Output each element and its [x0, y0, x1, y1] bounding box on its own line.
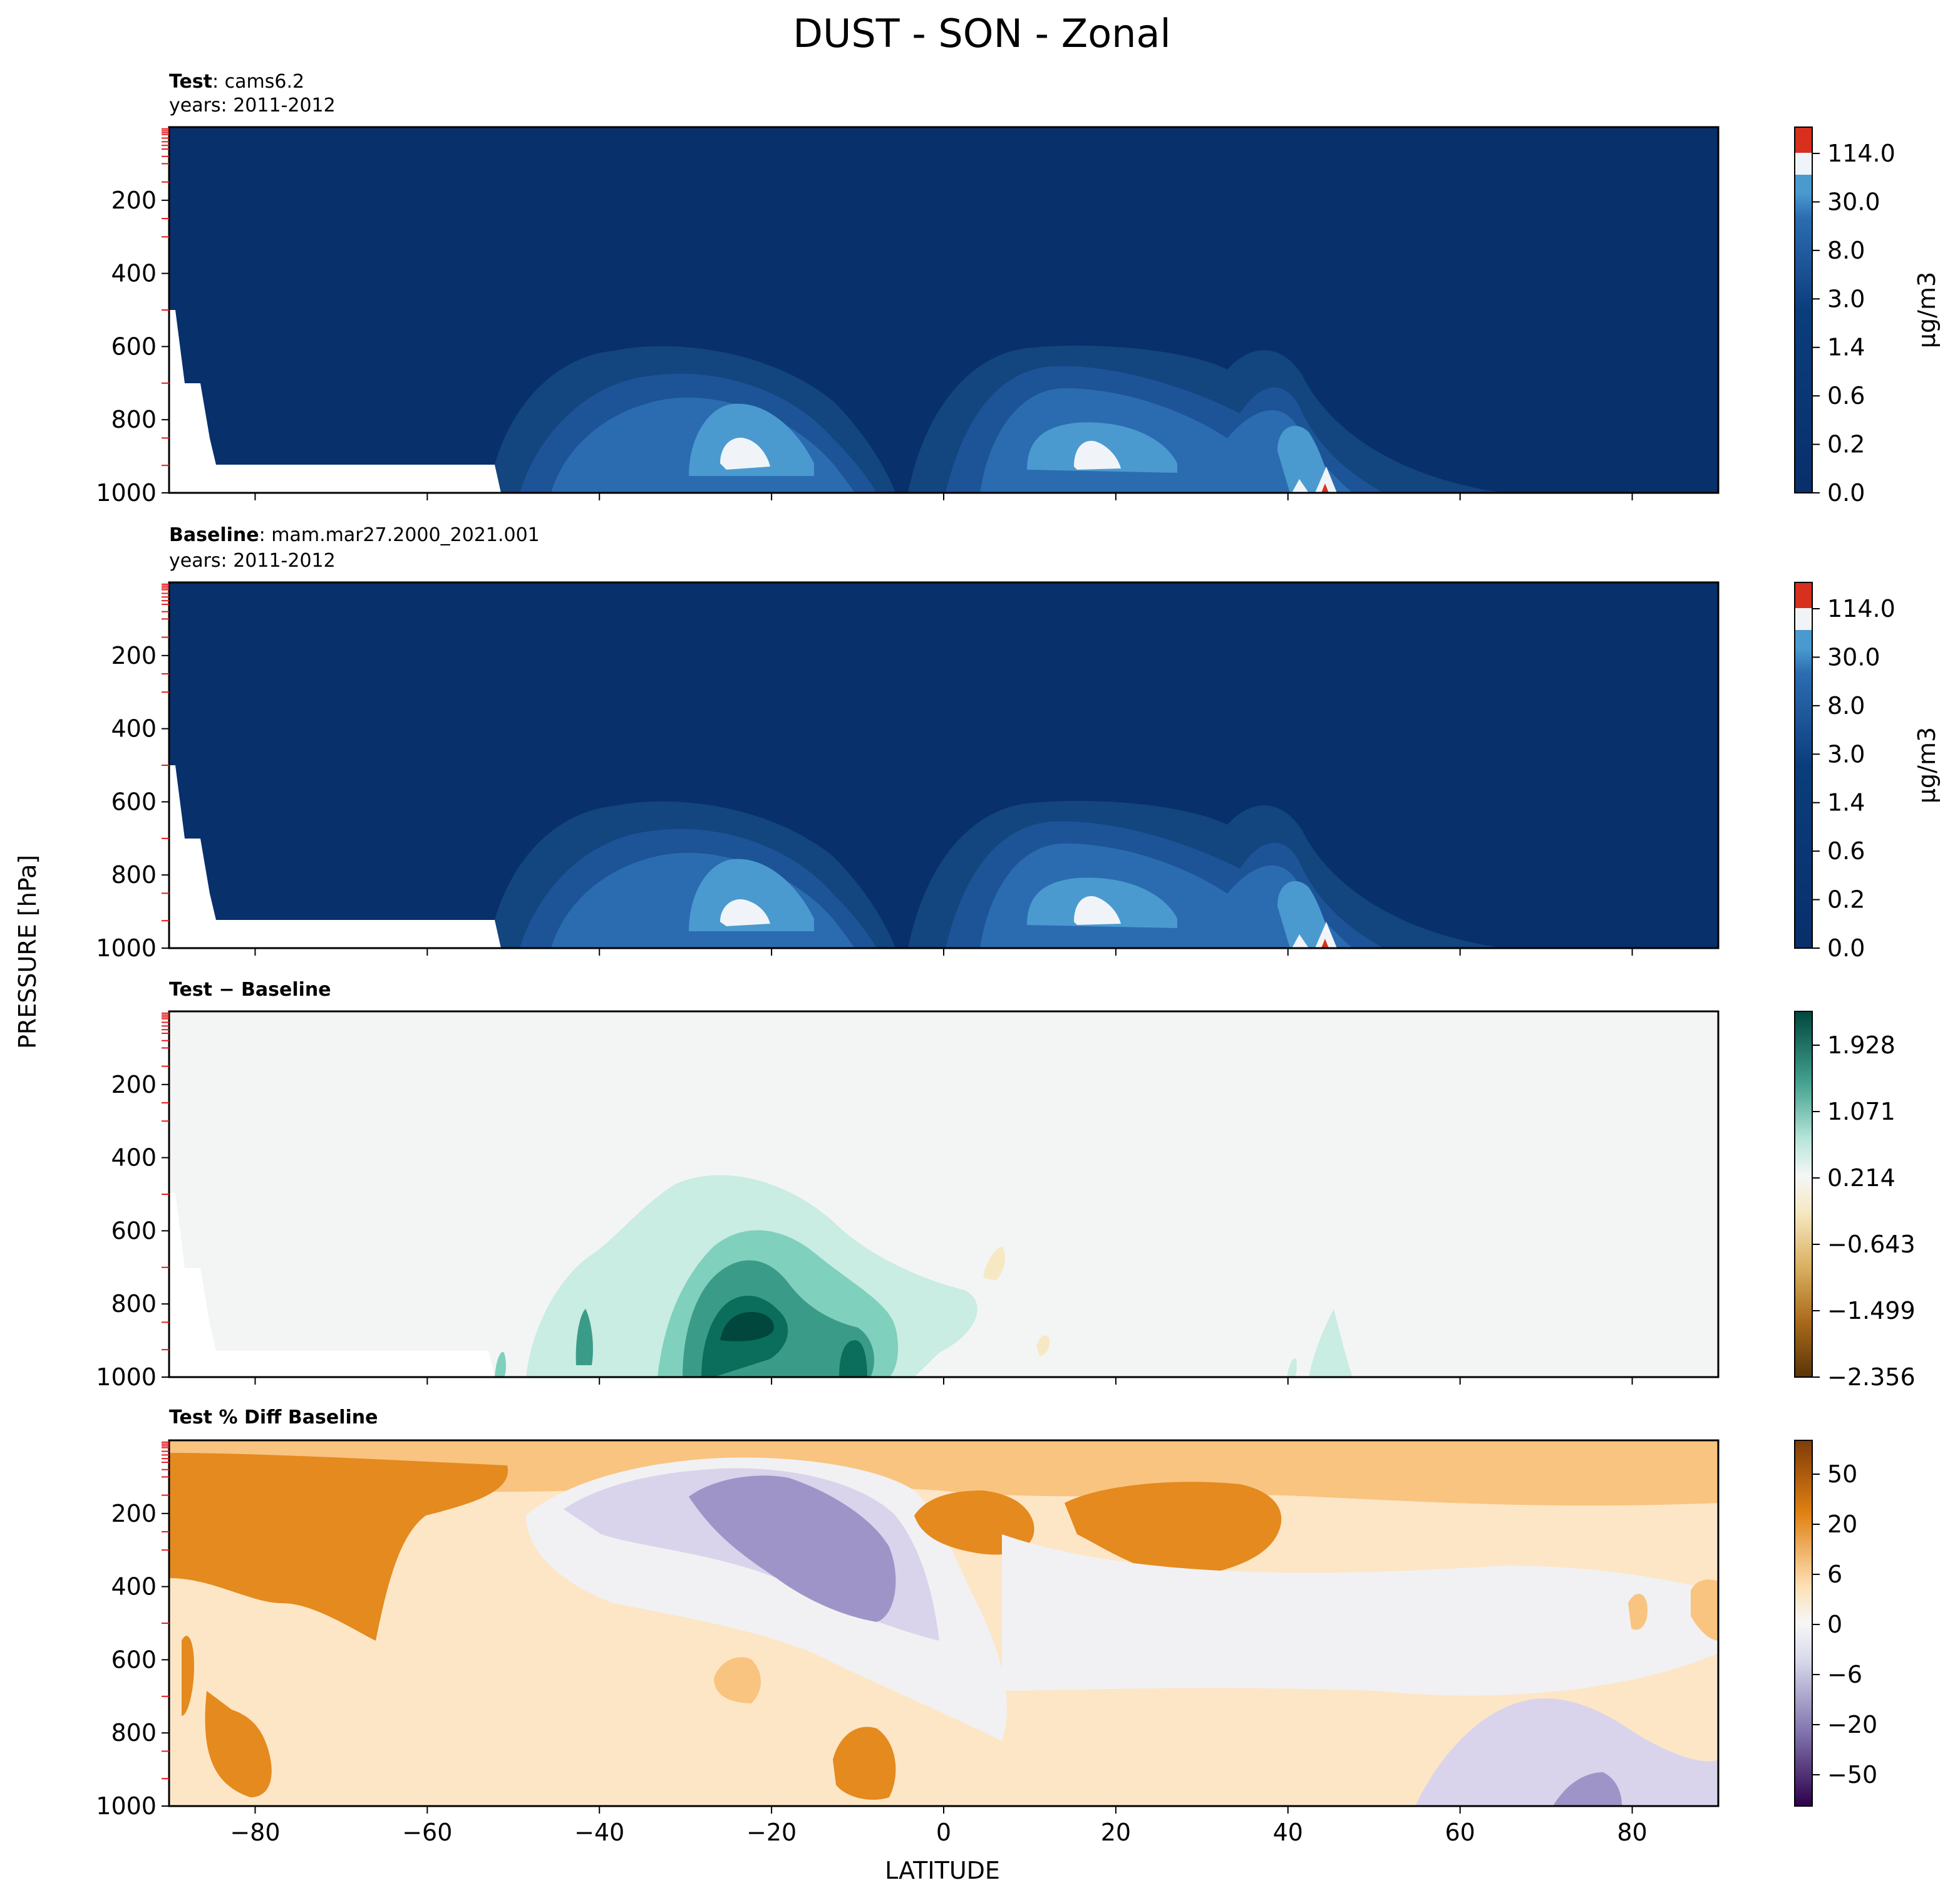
colorbar-tick-label: 0	[1827, 1611, 1842, 1638]
axes-ticks: 2004006008001000114.030.08.03.01.40.60.2…	[96, 128, 1916, 1846]
panel-baseline-field	[169, 582, 1718, 948]
panel-difference: Test − Baseline	[168, 979, 1720, 1378]
colorbar-tick-label: 114.0	[1827, 595, 1896, 622]
colorbar-tick-label: 3.0	[1827, 740, 1865, 768]
x-tick-label: 60	[1445, 1819, 1475, 1846]
colorbar-tick-label: 1.4	[1827, 334, 1865, 361]
colorbar-tick-label: 50	[1827, 1460, 1857, 1488]
y-tick-label: 800	[111, 861, 157, 889]
colorbar-tick-label: −0.643	[1827, 1231, 1916, 1258]
x-tick-label: 20	[1101, 1819, 1131, 1846]
x-tick-label: −60	[402, 1819, 452, 1846]
x-tick-label: −80	[230, 1819, 280, 1846]
y-tick-label: 400	[111, 260, 157, 287]
y-tick-label: 400	[111, 1573, 157, 1601]
colorbar-tick-label: 0.6	[1827, 382, 1865, 410]
panel-baseline-title: Baseline: mam.mar27.2000_2021.001	[169, 524, 540, 546]
colorbar-test-label: μg/m3	[1913, 272, 1941, 348]
y-tick-label: 600	[111, 333, 157, 360]
colorbar-tick-label: 1.071	[1827, 1098, 1896, 1125]
colorbar-tick-label: 0.2	[1827, 431, 1865, 458]
x-tick-label: 80	[1617, 1819, 1647, 1846]
y-tick-label: 200	[111, 1071, 157, 1098]
y-tick-label: 1000	[96, 479, 157, 507]
panel-test-field	[169, 127, 1718, 493]
y-tick-label: 800	[111, 1719, 157, 1747]
panel-baseline-subtitle: years: 2011-2012	[169, 550, 336, 572]
colorbar-tick-label: 114.0	[1827, 140, 1896, 167]
y-tick-label: 600	[111, 1217, 157, 1244]
colorbar-tick-label: 8.0	[1827, 237, 1865, 264]
colorbar-tick-label: 30.0	[1827, 643, 1880, 671]
x-tick-label: −40	[574, 1819, 624, 1846]
colorbar-tick-label: 0.0	[1827, 934, 1865, 962]
y-axis-label: PRESSURE [hPa]	[14, 855, 41, 1049]
y-tick-label: 400	[111, 715, 157, 743]
colorbar-tick-label: −50	[1827, 1761, 1877, 1789]
y-tick-label: 600	[111, 788, 157, 815]
y-tick-label: 1000	[96, 934, 157, 962]
colorbar-tick-label: 3.0	[1827, 285, 1865, 312]
x-tick-label: 40	[1273, 1819, 1303, 1846]
panel-difference-title: Test − Baseline	[169, 979, 331, 1001]
y-tick-label: 800	[111, 1290, 157, 1318]
x-tick-label: −20	[746, 1819, 797, 1846]
x-axis-label: LATITUDE	[885, 1857, 1000, 1884]
colorbar-tick-label: 30.0	[1827, 188, 1880, 215]
y-tick-label: 1000	[96, 1363, 157, 1391]
panel-percent-diff: Test % Diff Baseline	[168, 1407, 1720, 1807]
colorbar-tick-label: 1.4	[1827, 789, 1865, 817]
panel-baseline: Baseline: mam.mar27.2000_2021.001 years:…	[168, 524, 1720, 949]
colorbar-tick-label: 0.2	[1827, 886, 1865, 914]
y-tick-label: 200	[111, 642, 157, 669]
colorbar-percent-diff	[1794, 1440, 1813, 1807]
colorbar-tick-label: 20	[1827, 1510, 1857, 1538]
panel-test-title: Test: cams6.2	[169, 71, 304, 93]
figure-title: DUST - SON - Zonal	[793, 11, 1170, 56]
panel-test: Test: cams6.2 years: 2011-2012	[168, 71, 1720, 494]
colorbar-tick-label: 0.0	[1827, 479, 1865, 507]
y-tick-label: 1000	[96, 1792, 157, 1820]
colorbar-baseline	[1794, 582, 1813, 949]
panel-difference-field	[169, 1011, 1718, 1377]
y-tick-label: 200	[111, 187, 157, 214]
colorbar-tick-label: −1.499	[1827, 1297, 1916, 1324]
colorbar-tick-label: 1.928	[1827, 1031, 1896, 1059]
y-tick-label: 800	[111, 406, 157, 433]
colorbar-tick-label: 0.214	[1827, 1164, 1896, 1192]
y-tick-label: 600	[111, 1646, 157, 1673]
x-tick-label: 0	[936, 1819, 951, 1846]
colorbar-tick-label: −20	[1827, 1711, 1877, 1738]
colorbar-tick-label: 0.6	[1827, 837, 1865, 865]
colorbar-tick-label: 6	[1827, 1561, 1842, 1588]
colorbar-baseline-label: μg/m3	[1913, 727, 1941, 803]
panel-percent-diff-field	[169, 1440, 1718, 1806]
colorbar-test	[1794, 126, 1813, 493]
colorbar-tick-label: −6	[1827, 1661, 1862, 1688]
colorbar-tick-label: −2.356	[1827, 1363, 1916, 1391]
colorbar-tick-label: 8.0	[1827, 692, 1865, 720]
panel-test-subtitle: years: 2011-2012	[169, 95, 336, 116]
y-tick-label: 200	[111, 1500, 157, 1527]
colorbar-difference	[1794, 1011, 1813, 1378]
panel-percent-diff-title: Test % Diff Baseline	[169, 1407, 378, 1428]
y-tick-label: 400	[111, 1144, 157, 1172]
